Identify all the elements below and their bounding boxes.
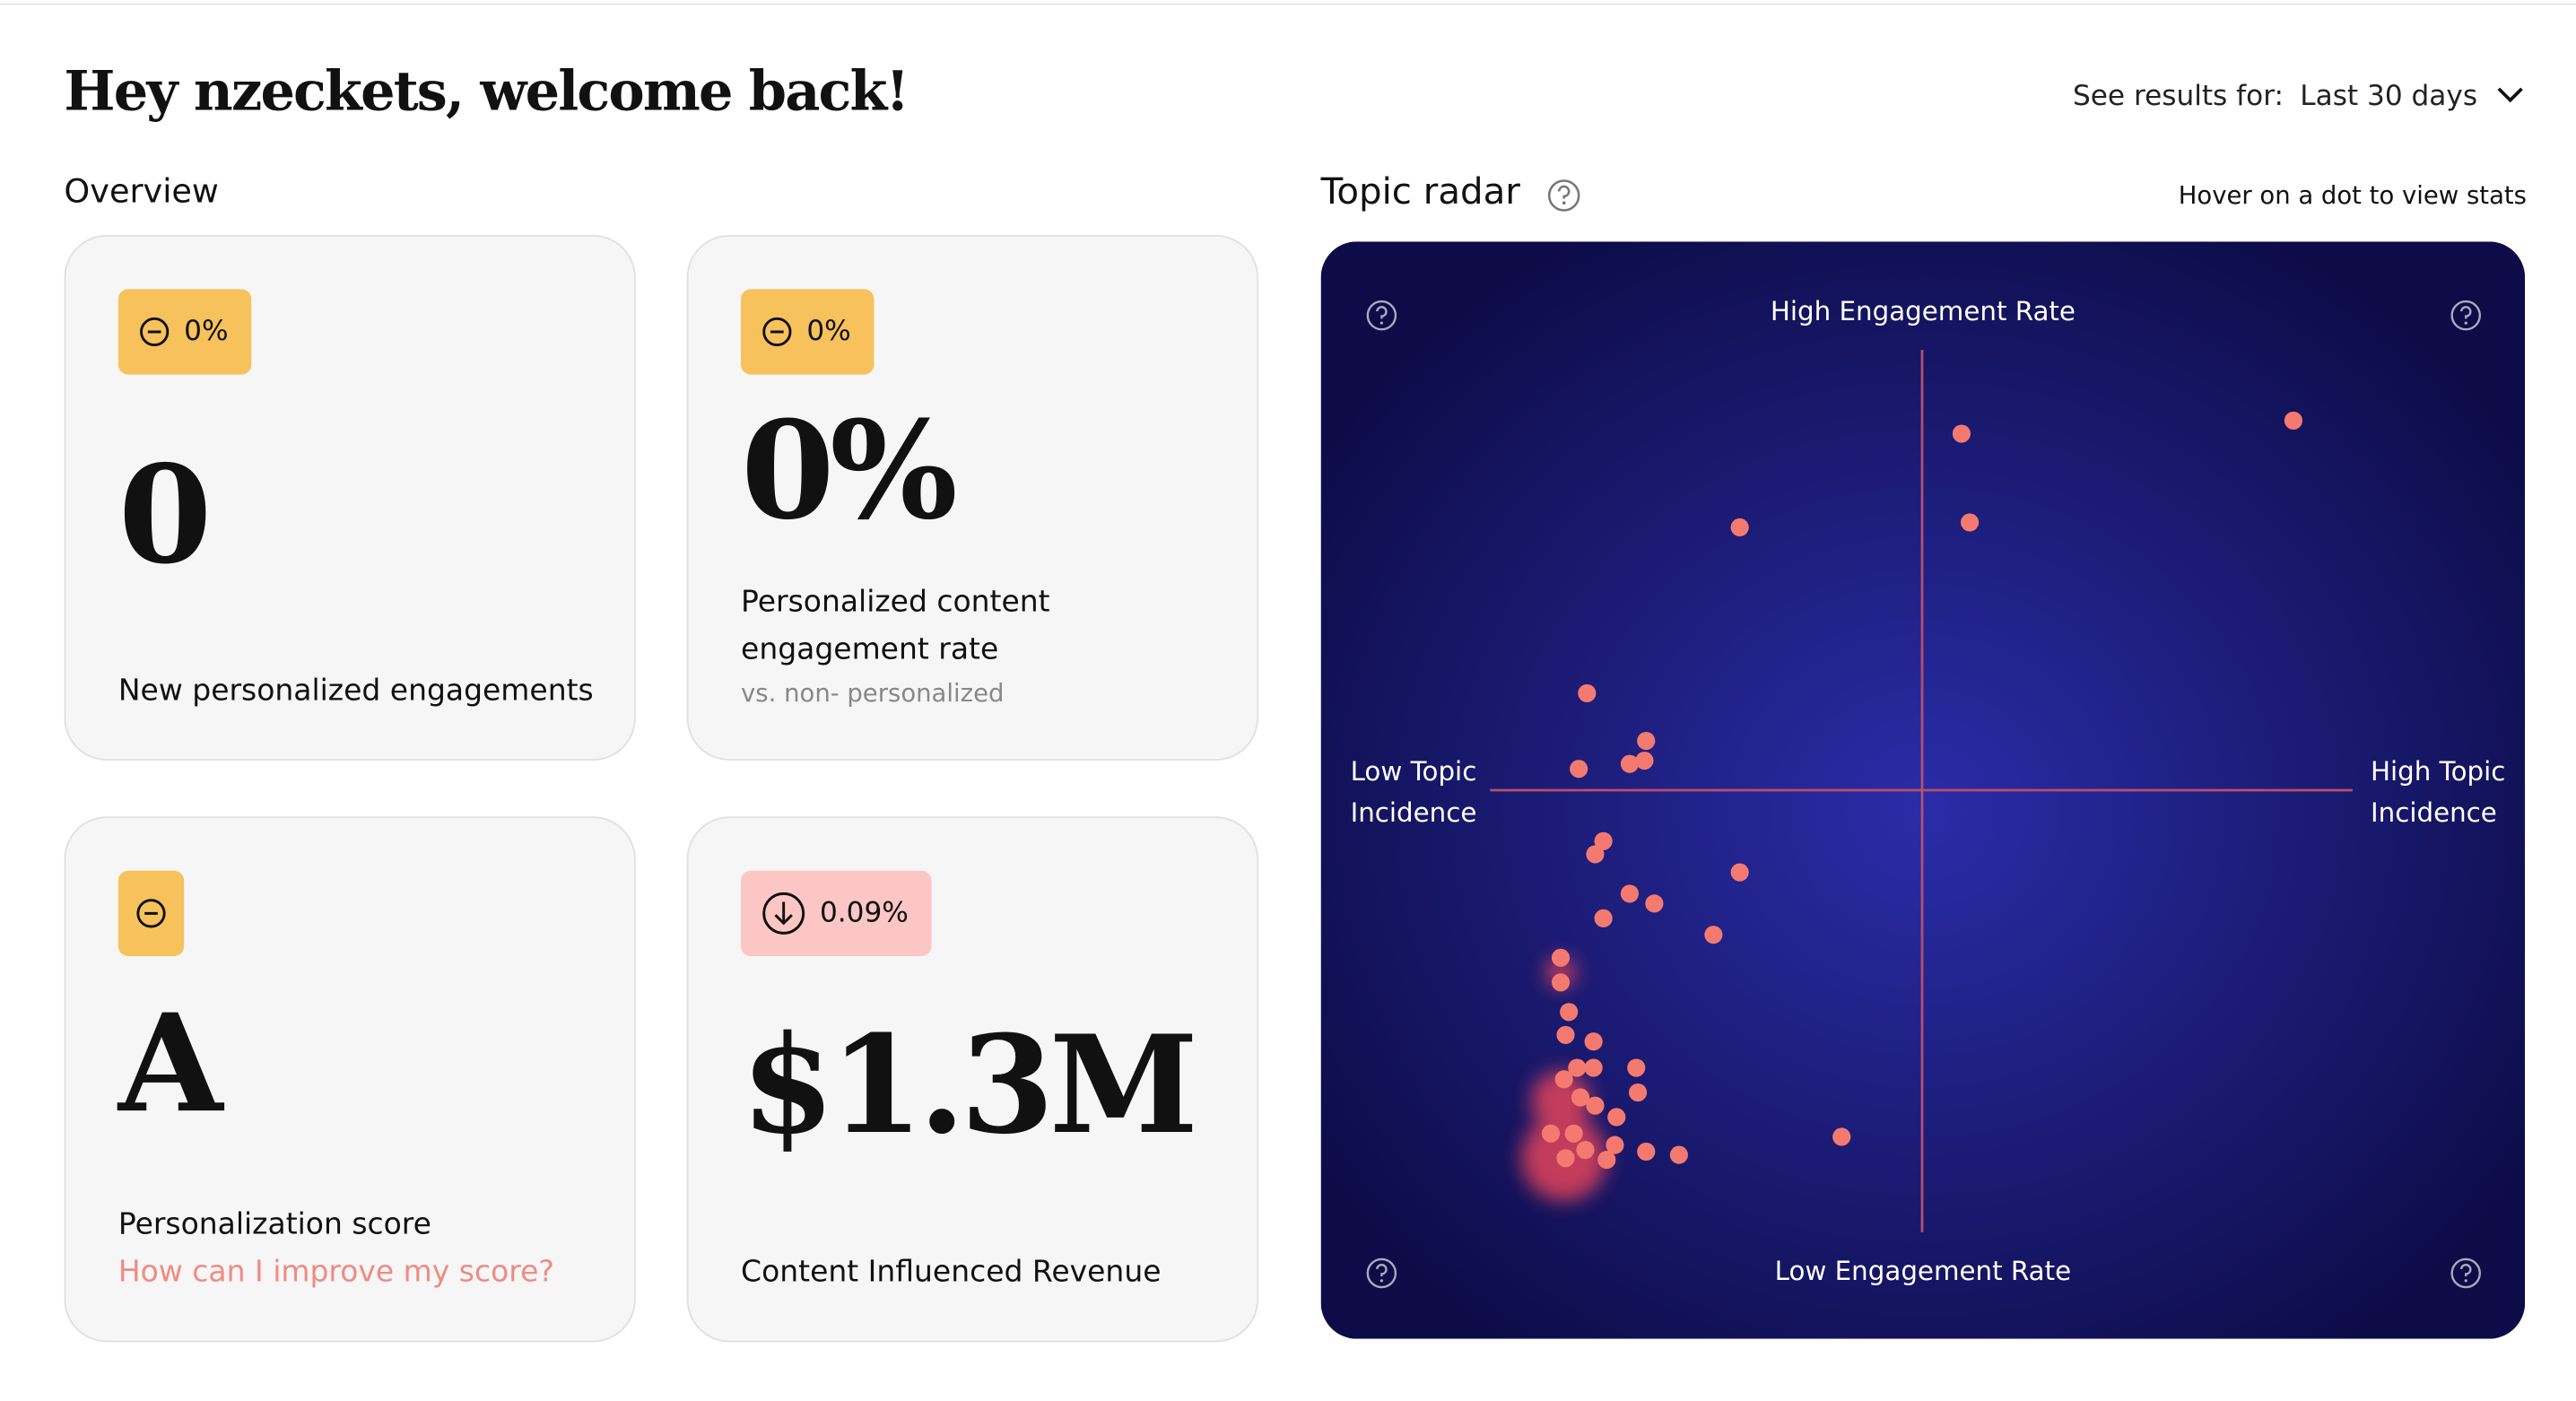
period-value[interactable]: Last 30 days [2300,80,2478,114]
neutral-icon [140,317,170,347]
topic-dot[interactable] [1597,1151,1616,1170]
topic-dot[interactable] [1629,1083,1648,1102]
chevron-icon[interactable] [2495,83,2525,107]
topic-dot[interactable] [2284,411,2302,430]
badge [117,870,185,956]
metric-value: $1.3M [741,1006,1198,1165]
metric-value: A [117,985,223,1144]
topic-dot[interactable] [1594,909,1613,927]
improve-link[interactable]: How can I improve my score? [117,1255,554,1290]
topic-dot[interactable] [1541,1124,1561,1143]
topic-dot[interactable] [1730,863,1749,882]
topic-dot[interactable] [1730,518,1749,537]
radar-title: Topic radar [1320,172,1520,214]
neutral-icon [136,899,166,928]
topic-dot[interactable] [1568,1058,1587,1077]
topic-dot[interactable] [1594,831,1613,850]
topic-dot[interactable] [1560,1003,1579,1022]
topic-dot[interactable] [1627,1058,1646,1077]
topic-dots[interactable] [1541,411,2302,1170]
badge-text: 0% [806,315,851,349]
card: 0% 0 New personalized engagements [64,234,636,761]
topic-dot[interactable] [1635,751,1654,770]
topic-dot[interactable] [1584,1058,1603,1077]
badge: 0.09% [741,870,932,956]
topic-dot[interactable] [1952,424,1971,443]
topic-dot[interactable] [1564,1124,1583,1143]
period-selector[interactable]: See results for: Last 30 days [2073,81,2477,114]
topic-dot[interactable] [1571,1088,1590,1107]
topic-dot[interactable] [1554,1070,1573,1089]
topic-dot[interactable] [1551,973,1571,992]
topic-dot[interactable] [1704,926,1723,944]
axis-top-label: High Engagement Rate [1770,295,2076,327]
topic-dot[interactable] [1645,894,1664,913]
metric-value: 0% [741,392,958,551]
card: 0.09% $1.3M Content Influenced Revenue [686,816,1259,1343]
metric-label: Personalization score [117,1207,431,1242]
radar-hint: Hover on a dot to view stats [2178,180,2528,211]
radar-panel: High Engagement Rate Low Engagement Rate… [1320,241,2526,1339]
badge: 0% [741,289,875,375]
topic-dot[interactable] [1607,1108,1626,1127]
period-label: See results for: [2072,80,2284,114]
card: 0% 0% Personalized content engagement ra… [686,234,1259,761]
badge: 0% [117,289,252,375]
metric-value: 0 [117,437,213,596]
greeting: Hey nzeckets, welcome back! [64,58,909,124]
overview-title: Overview [64,170,219,211]
topic-dot[interactable] [1961,513,1980,532]
topic-dot[interactable] [1570,760,1588,779]
metric-sublabel: vs. non- personalized [741,678,1005,709]
badge-text: 0% [184,315,229,349]
topic-dot[interactable] [1556,1149,1575,1168]
topic-dot[interactable] [1637,731,1656,751]
axis-left-label: Low Topic Incidence [1350,755,1477,829]
badge-text: 0.09% [819,897,909,930]
neutral-icon [762,317,792,347]
topic-dot[interactable] [1551,948,1571,967]
topic-dot[interactable] [1586,1096,1605,1115]
topic-dot[interactable] [1576,1141,1595,1160]
axis-bottom-label: Low Engagement Rate [1774,1255,2072,1287]
topic-dot[interactable] [1586,845,1605,864]
radar-plot [1320,241,2526,1339]
topic-dot[interactable] [1620,884,1640,903]
help-icon[interactable] [1546,178,1582,213]
topic-dot[interactable] [1832,1127,1851,1146]
card: A Personalization score How can I improv… [64,816,636,1343]
topic-dot[interactable] [1620,754,1640,773]
topic-dot[interactable] [1606,1136,1624,1154]
topic-dot[interactable] [1556,1025,1575,1044]
axis-right-label: High Topic Incidence [2370,755,2506,829]
metric-label: Content Influenced Revenue [741,1255,1162,1290]
divider [0,3,2576,5]
down-icon [762,892,805,935]
metric-label: New personalized engagements [117,673,594,709]
metric-label: Personalized content engagement rate [741,585,1050,667]
topic-dot[interactable] [1584,1032,1603,1051]
topic-dot[interactable] [1578,683,1597,703]
topic-dot[interactable] [1637,1142,1656,1162]
topic-dot[interactable] [1669,1145,1688,1164]
